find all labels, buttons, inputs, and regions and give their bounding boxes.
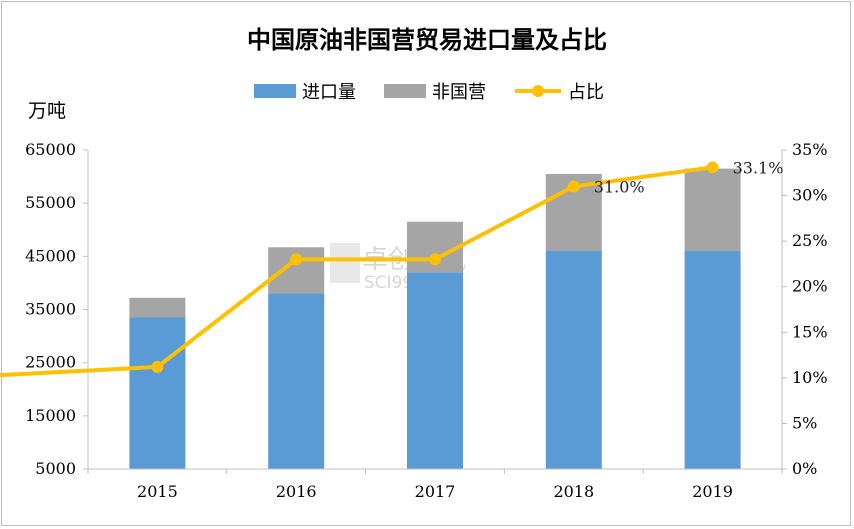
y2-tick-label: 25% — [792, 231, 828, 250]
y2-tick-label: 20% — [792, 277, 828, 296]
data-label-2019: 33.1% — [733, 158, 784, 177]
line-share — [0, 165, 713, 378]
line-layer: 31.0% 33.1% — [0, 158, 784, 378]
y-tick-label: 35000 — [25, 300, 76, 319]
y-tick-label: 15000 — [25, 406, 76, 425]
x-tick-label: 2017 — [415, 482, 456, 501]
y-tick-label: 65000 — [25, 140, 76, 159]
y-tick-label: 45000 — [25, 246, 76, 265]
y2-tick-label: 15% — [792, 322, 828, 341]
bar-import-2019 — [684, 251, 741, 469]
point-share-2016 — [290, 253, 303, 266]
legend-label-import: 进口量 — [302, 82, 356, 103]
axes-layer: 5000 15000 25000 35000 45000 55000 65000 0% 5% 10… — [25, 140, 827, 501]
chart-title: 中国原油非国营贸易进口量及占比 — [247, 26, 607, 54]
y-tick-label: 25000 — [25, 353, 76, 372]
data-label-2018: 31.0% — [594, 177, 645, 196]
legend-swatch-import — [254, 84, 296, 98]
y2-tick-label: 5% — [792, 413, 817, 432]
x-tick-label: 2019 — [692, 482, 733, 501]
y-axis-unit: 万吨 — [28, 100, 66, 122]
y2-tick-label: 30% — [792, 186, 828, 205]
point-share-2018 — [567, 180, 580, 193]
y-tick-label: 55000 — [25, 193, 76, 212]
bar-import-2017 — [407, 272, 463, 469]
y2-tick-label: 35% — [792, 140, 828, 159]
point-share-2017 — [429, 253, 441, 266]
legend-marker-share — [532, 85, 544, 97]
y-tick-label: 5000 — [35, 459, 76, 478]
bar-import-2018 — [545, 251, 602, 469]
legend-label-share: 占比 — [568, 82, 604, 103]
legend-label-nonstate: 非国营 — [432, 82, 486, 103]
x-tick-label: 2015 — [137, 482, 178, 501]
y2-tick-label: 0% — [792, 459, 817, 478]
legend: 进口量 非国营 占比 — [254, 82, 604, 103]
point-share-2019 — [706, 161, 719, 174]
x-tick-label: 2018 — [553, 482, 594, 501]
x-tick-label: 2016 — [276, 482, 317, 501]
y2-tick-label: 10% — [792, 368, 828, 387]
watermark-logo-icon — [330, 243, 360, 283]
bar-nonstate-2015 — [129, 297, 186, 318]
bar-import-2015 — [129, 317, 186, 469]
bar-nonstate-2019 — [684, 168, 741, 252]
point-share-2015 — [151, 360, 164, 373]
bars-layer — [129, 168, 741, 469]
bar-import-2016 — [268, 293, 325, 469]
legend-swatch-nonstate — [384, 84, 426, 98]
